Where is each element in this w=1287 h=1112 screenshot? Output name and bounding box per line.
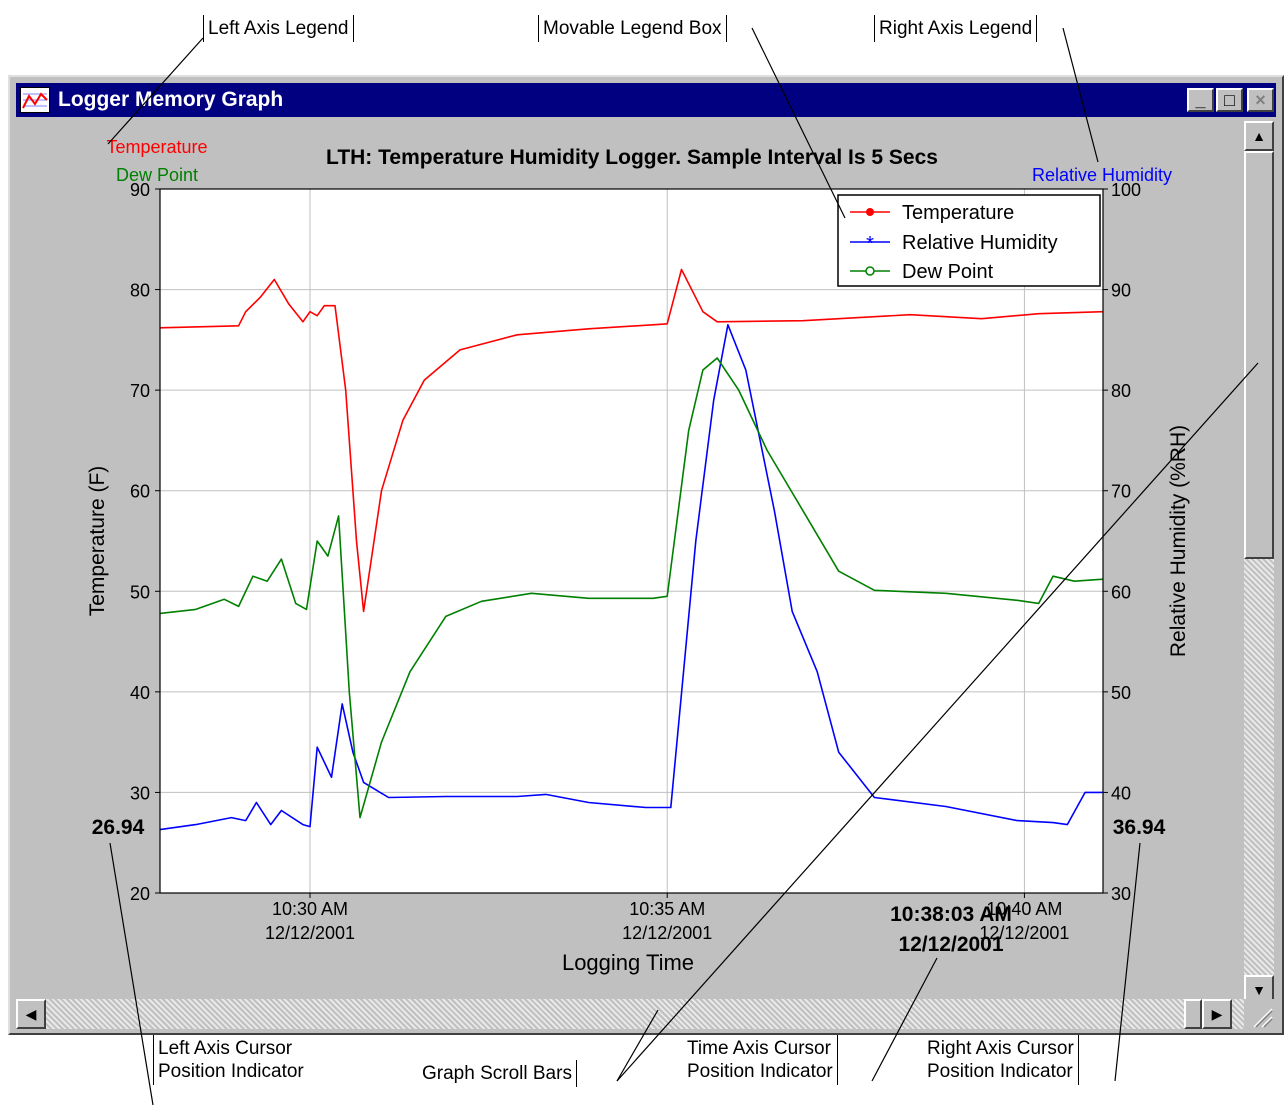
callout-right-axis-legend: Right Axis Legend	[874, 15, 1038, 42]
y-right-tick-label: 30	[1111, 884, 1131, 904]
y-left-tick-label: 50	[130, 582, 150, 602]
close-button[interactable]: ×	[1247, 88, 1274, 112]
callout-left-axis-legend: Left Axis Legend	[203, 15, 354, 42]
y-left-tick-label: 90	[130, 180, 150, 200]
scroll-left-button[interactable]: ◀	[16, 999, 46, 1029]
y-right-tick-label: 100	[1111, 180, 1141, 200]
arrow-down-icon: ▼	[1252, 982, 1266, 998]
minimize-icon: _	[1195, 90, 1206, 110]
y-left-tick-label: 20	[130, 884, 150, 904]
arrow-up-icon: ▲	[1252, 128, 1266, 144]
callout-left-axis-cursor: Left Axis Cursor Position Indicator	[153, 1035, 308, 1085]
arrow-left-icon: ◀	[25, 1005, 37, 1022]
legend-relative-humidity: Relative Humidity	[902, 232, 1058, 254]
annotation-leader-lines	[107, 27, 1259, 1106]
series-line-relative-humidity	[159, 323, 1103, 831]
callout-left-cursor-line2: Position Indicator	[158, 1061, 304, 1082]
callout-right-cursor-line2: Position Indicator	[927, 1061, 1073, 1082]
movable-legend-box[interactable]: Temperature * Relative Humidity Dew Poin…	[837, 194, 1101, 287]
title-bar[interactable]: Logger Memory Graph _ □ ×	[16, 83, 1276, 117]
temperature-marker-icon	[866, 208, 874, 216]
left-axis-legend-temperature[interactable]: Temperature	[106, 137, 207, 157]
scroll-right-button[interactable]: ▶	[1202, 999, 1232, 1029]
series-line-dew-point	[159, 357, 1104, 819]
x-tick-label-time: 10:40 AM	[986, 899, 1062, 919]
x-tick-label-date: 12/12/2001	[622, 923, 712, 943]
callout-right-axis-cursor: Right Axis Cursor Position Indicator	[923, 1035, 1079, 1085]
vertical-scrollbar[interactable]: ▲ ▼	[1244, 121, 1274, 1005]
y-left-tick-label: 40	[130, 683, 150, 703]
humidity-marker-icon: *	[866, 233, 874, 255]
series-line-temperature	[159, 268, 1104, 613]
maximize-button[interactable]: □	[1216, 88, 1243, 112]
plot-area[interactable]	[159, 188, 1104, 894]
scroll-up-button[interactable]: ▲	[1244, 121, 1274, 151]
close-icon: ×	[1255, 90, 1266, 110]
legend-temperature: Temperature	[902, 202, 1014, 224]
y-left-tick-label: 70	[130, 381, 150, 401]
left-axis-cursor-value: 26.94	[92, 816, 145, 839]
y-right-tick-label: 60	[1111, 582, 1131, 602]
y-left-tick-label: 60	[130, 482, 150, 502]
dew-point-marker-icon	[865, 266, 875, 276]
y-right-tick-label: 40	[1111, 783, 1131, 803]
vertical-scroll-thumb[interactable]	[1244, 151, 1274, 559]
callout-movable-legend-box: Movable Legend Box	[538, 15, 727, 42]
time-axis-cursor-time: 10:38:03 AM	[890, 903, 1012, 926]
series-lines	[159, 268, 1104, 831]
y-left-tick-label: 30	[130, 783, 150, 803]
horizontal-scrollbar[interactable]: ◀ ▶	[16, 999, 1248, 1029]
y-right-tick-label: 50	[1111, 683, 1131, 703]
y-right-tick-label: 70	[1111, 482, 1131, 502]
window-title: Logger Memory Graph	[58, 88, 284, 111]
scroll-down-button[interactable]: ▼	[1244, 975, 1274, 1005]
callout-right-cursor-line1: Right Axis Cursor	[927, 1038, 1074, 1059]
graph-app-icon[interactable]	[20, 87, 50, 113]
minimize-button[interactable]: _	[1187, 88, 1214, 112]
left-axis-legend-dew-point[interactable]: Dew Point	[116, 165, 198, 185]
x-axis-label: Logging Time	[562, 950, 694, 975]
chart-title: LTH: Temperature Humidity Logger. Sample…	[326, 146, 938, 169]
time-axis-cursor-date: 12/12/2001	[898, 933, 1003, 956]
callout-time-cursor-line1: Time Axis Cursor	[687, 1038, 831, 1059]
x-tick-label-time: 10:30 AM	[272, 899, 348, 919]
callout-left-cursor-line1: Left Axis Cursor	[158, 1038, 293, 1059]
callout-time-axis-cursor: Time Axis Cursor Position Indicator	[683, 1035, 838, 1085]
legend-dew-point: Dew Point	[902, 261, 994, 283]
arrow-right-icon: ▶	[1211, 1005, 1223, 1022]
horizontal-scroll-thumb[interactable]	[1184, 999, 1202, 1029]
y-axis-left-label: Temperature (F)	[86, 466, 109, 617]
callout-graph-scroll-bars: Graph Scroll Bars	[418, 1060, 577, 1087]
right-axis-cursor-value: 36.94	[1113, 816, 1166, 839]
y-axis-right-label: Relative Humidity (%RH)	[1167, 425, 1190, 657]
x-tick-label-date: 12/12/2001	[265, 923, 355, 943]
y-right-tick-label: 90	[1111, 281, 1131, 301]
grid-lines	[160, 189, 1103, 893]
y-right-tick-label: 80	[1111, 381, 1131, 401]
maximize-icon: □	[1224, 90, 1235, 110]
right-axis-legend-humidity[interactable]: Relative Humidity	[1032, 165, 1172, 185]
size-grip-icon[interactable]	[1244, 999, 1274, 1029]
x-tick-label-time: 10:35 AM	[629, 899, 705, 919]
y-left-tick-label: 80	[130, 281, 150, 301]
x-tick-label-date: 12/12/2001	[979, 923, 1069, 943]
axis-labels: 20 30 40 50 60 70 80 90 30 40 50 60 70 80 90 100 10:30 A…	[130, 180, 1141, 943]
plot-frame	[159, 188, 1104, 894]
callout-time-cursor-line2: Position Indicator	[687, 1061, 833, 1082]
